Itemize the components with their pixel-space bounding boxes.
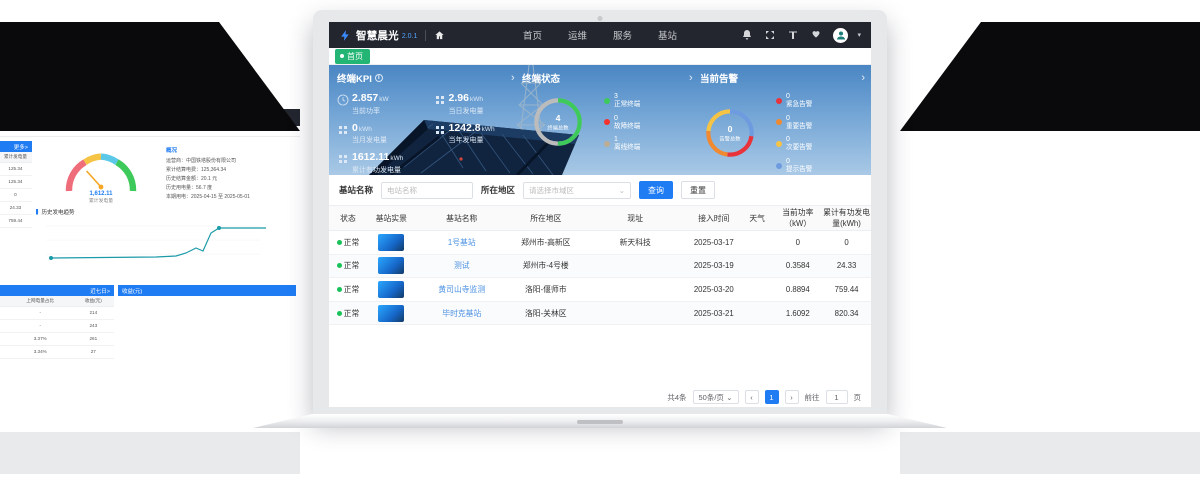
svg-text:告警总数: 告警总数 bbox=[719, 135, 741, 143]
svg-text:终端总数: 终端总数 bbox=[547, 124, 569, 132]
svg-text:0: 0 bbox=[728, 124, 733, 134]
svg-text:4: 4 bbox=[556, 113, 561, 123]
